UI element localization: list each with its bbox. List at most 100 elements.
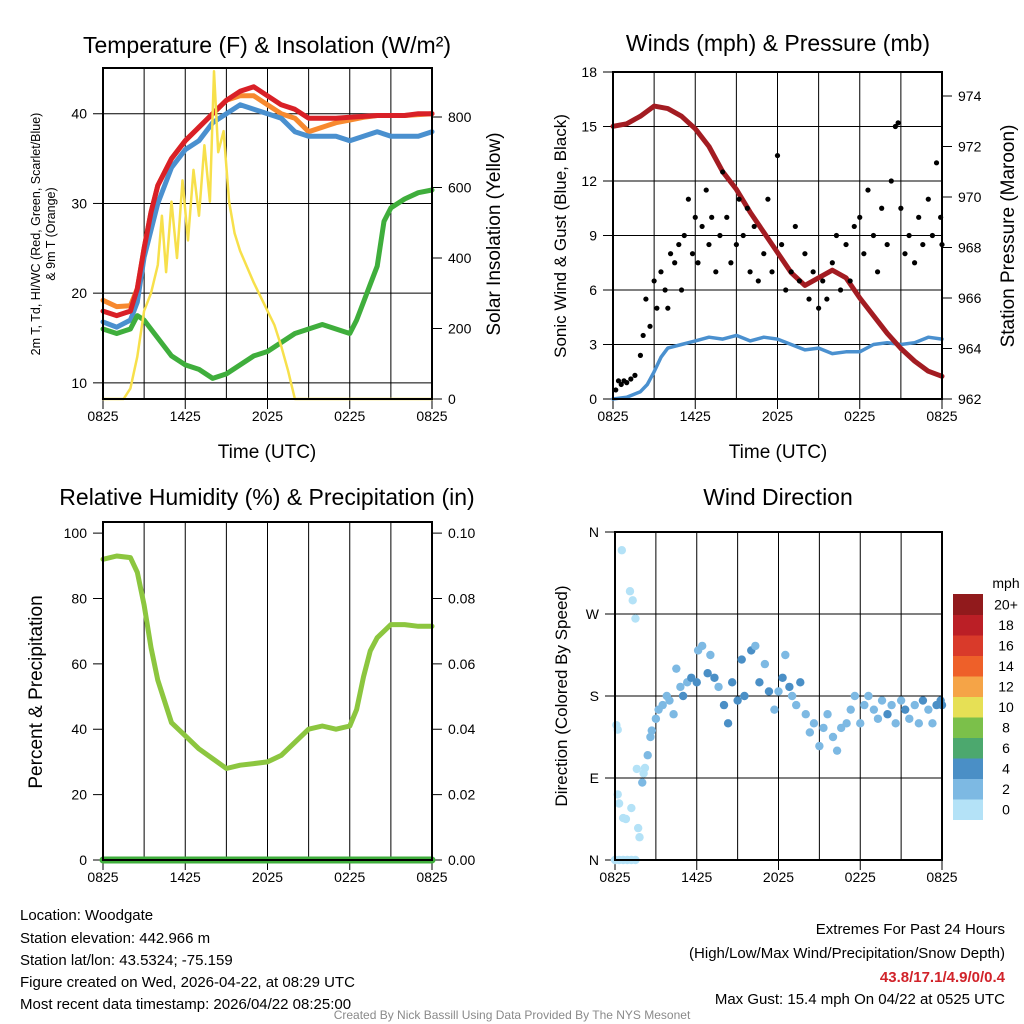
- direction-point: [698, 641, 707, 651]
- gust-point: [765, 196, 771, 202]
- direction-point: [676, 682, 685, 692]
- gust-point: [692, 214, 698, 220]
- direction-point: [714, 682, 723, 692]
- gust-point: [681, 232, 687, 239]
- direction-point: [873, 714, 883, 723]
- wind-pressure-panel: 0 3 6 9 12 15 18 962 964 966 968 970 972 974 0825 1425 2…: [581, 64, 981, 424]
- gust-point: [618, 381, 624, 388]
- x-tick-label: 0225: [334, 869, 365, 885]
- x-tick-label: 0825: [597, 408, 628, 424]
- max-gust-text: Max Gust: 15.4 mph On 04/22 at 0525 UTC: [715, 991, 1005, 1008]
- direction-point: [819, 723, 828, 733]
- y-tick-label: 18: [581, 64, 597, 80]
- gust-point: [761, 251, 767, 257]
- colorbar-swatch: [953, 594, 983, 615]
- y-tick-label: 80: [71, 590, 87, 606]
- direction-y-label: Direction (Colored By Speed): [552, 585, 571, 806]
- direction-point: [905, 714, 914, 723]
- direction-point: [883, 710, 892, 719]
- colorbar-swatch: [953, 778, 983, 800]
- colorbar-label: 18: [998, 617, 1014, 633]
- gust-point: [733, 241, 739, 248]
- colorbar-swatch: [953, 758, 983, 779]
- gust-point: [843, 241, 849, 248]
- gust-point: [820, 278, 826, 284]
- x-tick-label: 0225: [844, 408, 875, 424]
- y-right-tick-label: 974: [958, 88, 982, 104]
- y-tick-label: S: [590, 688, 599, 704]
- gust-point: [865, 187, 871, 193]
- extremes-info: Extremes For Past 24 Hours (High/Low/Max…: [689, 921, 1006, 1008]
- gust-point: [667, 251, 674, 257]
- speed-colorbar: mph 0 2 4 6 8 10 12 14 16 18 20+: [953, 575, 1020, 820]
- colorbar-label: 16: [998, 637, 1014, 653]
- solar-y-label: Solar Insolation (Yellow): [484, 132, 505, 335]
- gust-point: [695, 260, 701, 266]
- gust-point: [654, 305, 660, 311]
- gust-point: [783, 287, 789, 293]
- y-tick-label: 40: [71, 106, 87, 122]
- colorbar-label: 12: [998, 678, 1014, 694]
- direction-point: [751, 641, 760, 651]
- gust-point: [895, 120, 901, 126]
- gust-point: [615, 378, 622, 384]
- gust-point: [898, 205, 904, 211]
- colorbar-swatch: [953, 655, 983, 677]
- gust-point: [802, 251, 808, 257]
- direction-point: [787, 691, 797, 701]
- y-right-tick-label: 970: [958, 189, 982, 205]
- gust-point: [643, 296, 649, 302]
- rh-panel-title: Relative Humidity (%) & Precipitation (i…: [59, 484, 474, 510]
- gust-point: [685, 196, 691, 202]
- temp-y-label: 2m T, Td, HI/WC (Red, Green, Scarlet/Blu…: [29, 113, 43, 356]
- colorbar-title: mph: [992, 575, 1019, 591]
- gust-point: [857, 214, 863, 220]
- gust-point: [929, 232, 936, 239]
- y-right-tick-label: 972: [958, 138, 982, 154]
- y-right-tick-label: 962: [958, 391, 982, 407]
- colorbar-swatch: [953, 737, 983, 759]
- gust-point: [911, 260, 918, 266]
- wind-panel-title: Winds (mph) & Pressure (mb): [626, 30, 930, 56]
- y-tick-label: N: [589, 524, 599, 540]
- direction-point: [796, 678, 805, 687]
- x-tick-label: 0225: [334, 408, 365, 424]
- direction-point: [901, 705, 910, 714]
- y-right-tick-label: 0.02: [448, 787, 475, 803]
- direction-point: [823, 710, 832, 719]
- gust-point: [851, 223, 857, 230]
- y-tick-label: N: [589, 852, 599, 868]
- direction-point: [621, 814, 631, 824]
- direction-point: [774, 687, 783, 696]
- direction-point: [781, 650, 790, 660]
- direction-point: [723, 719, 733, 728]
- y-tick-label: 12: [581, 173, 597, 189]
- gust-point: [728, 260, 734, 266]
- gust-point: [651, 278, 657, 284]
- extremes-values: 43.8/17.1/4.9/0/0.4: [880, 969, 1006, 986]
- direction-point: [706, 650, 715, 660]
- y-tick-label: 60: [71, 656, 87, 672]
- colorbar-label: 6: [1002, 740, 1010, 756]
- direction-point: [910, 700, 919, 710]
- relative-humidity-line: [100, 553, 435, 771]
- direction-point: [860, 700, 869, 710]
- gust-point: [879, 205, 885, 211]
- gust-point: [774, 152, 781, 159]
- direction-point: [887, 700, 896, 710]
- temp-x-label: Time (UTC): [218, 442, 317, 463]
- direction-point: [864, 691, 873, 701]
- direction-point: [614, 799, 624, 808]
- direction-point: [914, 719, 924, 728]
- gust-point: [933, 160, 940, 166]
- direction-point: [719, 700, 729, 710]
- humidity-panel: 0 20 40 60 80 100 0.00 0.02 0.04 0.06 0.08 0.10 0825…: [64, 521, 475, 885]
- x-tick-label: 0825: [599, 869, 630, 885]
- x-tick-label: 1425: [680, 408, 711, 424]
- y-tick-label: 30: [71, 195, 87, 211]
- colorbar-label: 14: [998, 658, 1014, 674]
- gust-point: [824, 296, 830, 302]
- gust-point: [902, 251, 908, 257]
- gust-point: [665, 305, 671, 311]
- gust-point: [613, 387, 619, 393]
